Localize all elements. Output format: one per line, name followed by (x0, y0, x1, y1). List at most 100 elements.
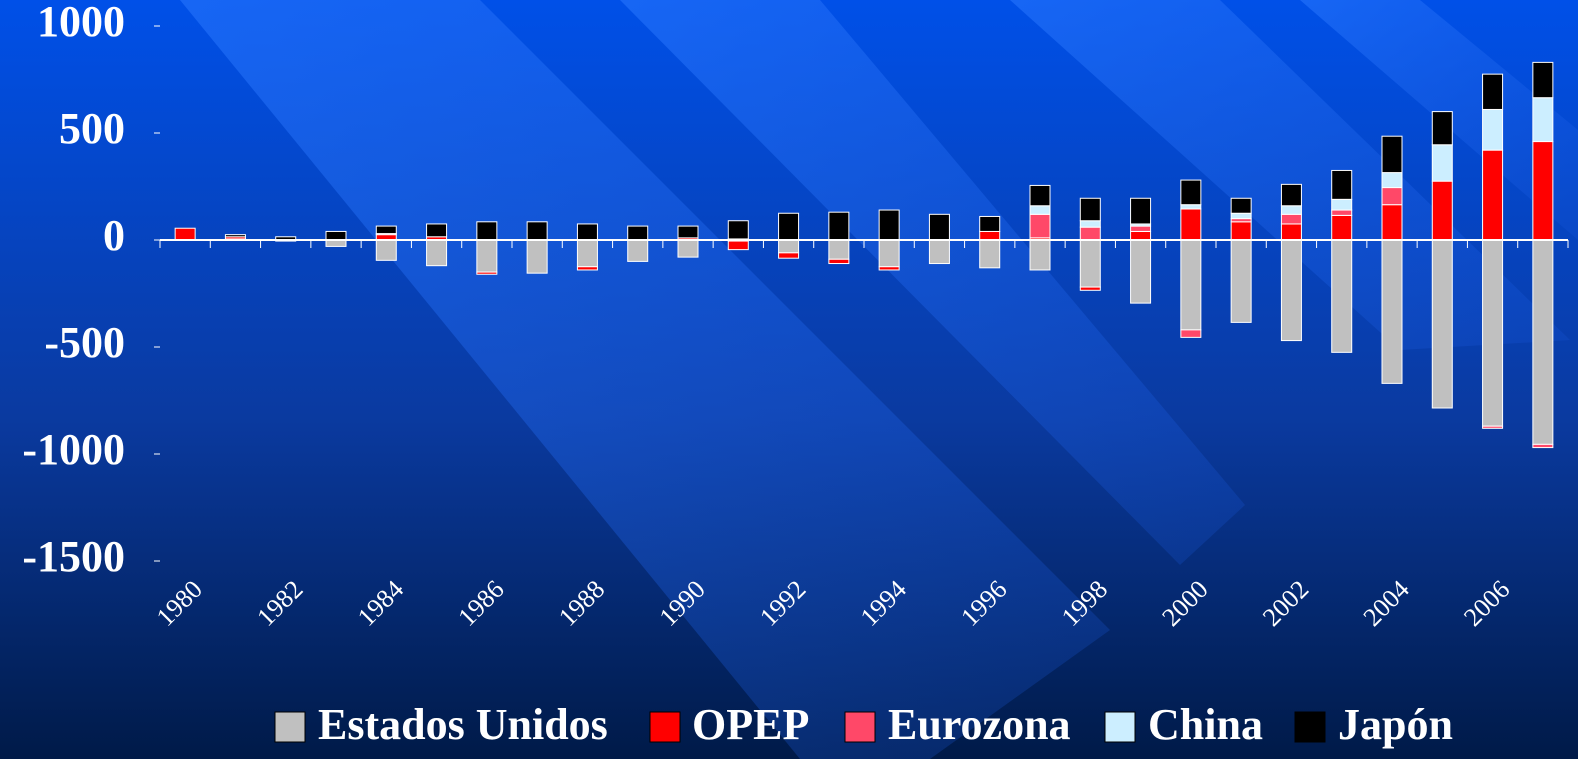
bar-segment (375, 239, 397, 261)
bar-segment (979, 230, 1001, 241)
bar-segment (1532, 443, 1554, 449)
bar-segment (928, 213, 950, 241)
bar-segment (1180, 208, 1202, 241)
legend-swatch (274, 711, 306, 743)
bar-segment (627, 239, 649, 262)
bar-segment (1280, 213, 1302, 225)
legend-swatch (1294, 711, 1326, 743)
bar-segment (1532, 97, 1554, 143)
bar-segment (1532, 61, 1554, 99)
bar-segment (878, 209, 900, 241)
bar-segment (1532, 239, 1554, 445)
bar-segment (1180, 204, 1202, 210)
bar-segment (1431, 180, 1453, 241)
y-tick-label: 500 (59, 104, 125, 153)
y-tick-label: 1000 (37, 0, 125, 46)
bar-segment (828, 211, 850, 241)
bar-segment (526, 221, 548, 241)
stripe (180, 0, 1110, 759)
bar-segment (1180, 239, 1202, 331)
bar-segment (1230, 197, 1252, 214)
bar-segment (1280, 183, 1302, 207)
bar-segment (1029, 213, 1051, 239)
bar-segment (828, 258, 850, 265)
bar-segment (1029, 184, 1051, 207)
bar-segment (627, 225, 649, 241)
legend-label: OPEP (692, 700, 809, 749)
bar-segment (778, 212, 800, 241)
bar-segment (174, 227, 196, 241)
legend-label: Japón (1338, 700, 1453, 749)
bar-segment (778, 252, 800, 259)
bar-segment (1532, 141, 1554, 241)
bar-segment (1482, 73, 1504, 110)
bar-segment (1331, 214, 1353, 241)
bar-segment (1381, 135, 1403, 174)
bar-segment (979, 239, 1001, 269)
bar-segment (576, 239, 598, 268)
bar-segment (1431, 111, 1453, 146)
bar-segment (1180, 329, 1202, 338)
bar-segment (878, 239, 900, 268)
bar-segment (1079, 286, 1101, 291)
bar-segment (1381, 204, 1403, 241)
bar-segment (1482, 108, 1504, 151)
stripe (1010, 0, 1570, 350)
legend-swatch (844, 711, 876, 743)
bar-segment (1230, 221, 1252, 241)
bar-segment (375, 225, 397, 235)
legend-swatch (1104, 711, 1136, 743)
y-tick-label: -1000 (22, 425, 125, 474)
bar-segment (1130, 230, 1152, 241)
bar-segment (1482, 239, 1504, 427)
bar-segment (1130, 225, 1152, 232)
bar-segment (426, 223, 448, 238)
bar-segment (1230, 239, 1252, 323)
bar-segment (576, 266, 598, 271)
bar-segment (1381, 239, 1403, 384)
bar-segment (1482, 149, 1504, 241)
bar-segment (727, 220, 749, 240)
bar-segment (476, 239, 498, 273)
bar-segment (1130, 239, 1152, 304)
stripe (620, 0, 1245, 565)
bar-segment (476, 271, 498, 275)
bar-segment (1029, 239, 1051, 271)
bar-segment (727, 240, 749, 251)
y-tick-label: -500 (44, 318, 125, 367)
bar-segment (878, 266, 900, 271)
bar-segment (1079, 226, 1101, 241)
legend-label: China (1148, 700, 1263, 749)
bar-segment (828, 239, 850, 260)
bar-segment (1180, 179, 1202, 206)
bar-segment (426, 239, 448, 267)
bar-segment (224, 234, 246, 238)
bar-segment (1381, 187, 1403, 206)
bar-segment (1431, 239, 1453, 409)
bar-segment (928, 239, 950, 265)
bar-segment (476, 221, 498, 241)
legend-swatch (649, 711, 681, 743)
legend-label: Eurozona (888, 700, 1071, 749)
bar-segment (1079, 220, 1101, 228)
bar-segment (1079, 239, 1101, 288)
bar-segment (677, 239, 699, 258)
legend-label: Estados Unidos (318, 700, 608, 749)
bar-segment (778, 239, 800, 254)
bar-segment (1331, 198, 1353, 211)
bar-segment (1482, 425, 1504, 429)
bar-segment (1331, 239, 1353, 353)
bar-segment (1230, 212, 1252, 220)
y-tick-label: -1500 (22, 532, 125, 581)
bar-segment (1331, 169, 1353, 200)
bar-segment (1280, 239, 1302, 342)
bar-segment (1381, 172, 1403, 189)
bar-segment (1280, 205, 1302, 215)
bar-segment (1029, 205, 1051, 215)
bar-segment (1331, 209, 1353, 216)
bar-segment (1431, 144, 1453, 182)
bar-segment (526, 239, 548, 274)
bar-segment (677, 225, 699, 239)
bar-segment (1280, 223, 1302, 241)
